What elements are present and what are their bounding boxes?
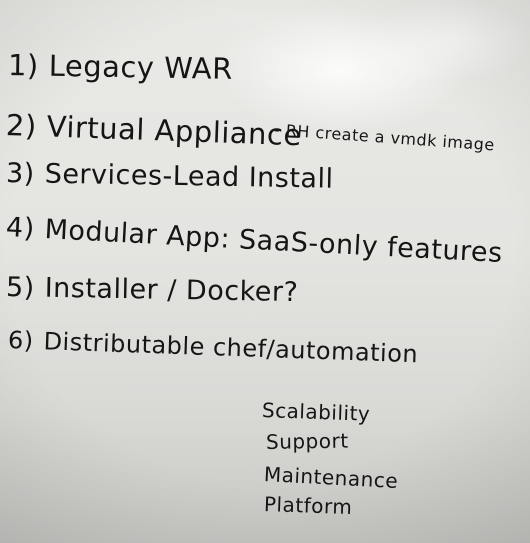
side-list-item: Scalability [261,398,371,426]
side-list-item: Platform [263,492,353,520]
item-number: 1) [7,48,40,83]
item-number: 4) [5,212,36,245]
item-text: Modular App: SaaS-only features [43,214,504,270]
item-text: Distributable chef/automation [43,327,419,369]
item-text: Virtual Appliance [46,109,303,153]
whiteboard-item-2: 2) Virtual Appliance [5,108,302,152]
whiteboard-item-1: 1) Legacy WAR [8,48,233,86]
item-number: 5) [5,272,35,304]
item-number: 3) [5,158,35,190]
side-list-item: Support [265,428,349,454]
whiteboard-item-5: 5) Installer / Docker? [6,272,299,308]
whiteboard-item-2-note: - RH create a vmdk image [273,120,496,155]
item-text: Installer / Docker? [44,272,299,309]
whiteboard-item-4: 4) Modular App: SaaS-only features [5,212,503,269]
item-number: 2) [5,108,38,144]
side-list-item: Maintenance [263,462,399,494]
item-text: Legacy WAR [48,48,234,86]
item-text: Services-Lead Install [44,158,334,195]
whiteboard-item-3: 3) Services-Lead Install [6,158,334,195]
whiteboard-item-6: 6) Distributable chef/automation [8,326,419,368]
item-number: 6) [7,326,35,355]
